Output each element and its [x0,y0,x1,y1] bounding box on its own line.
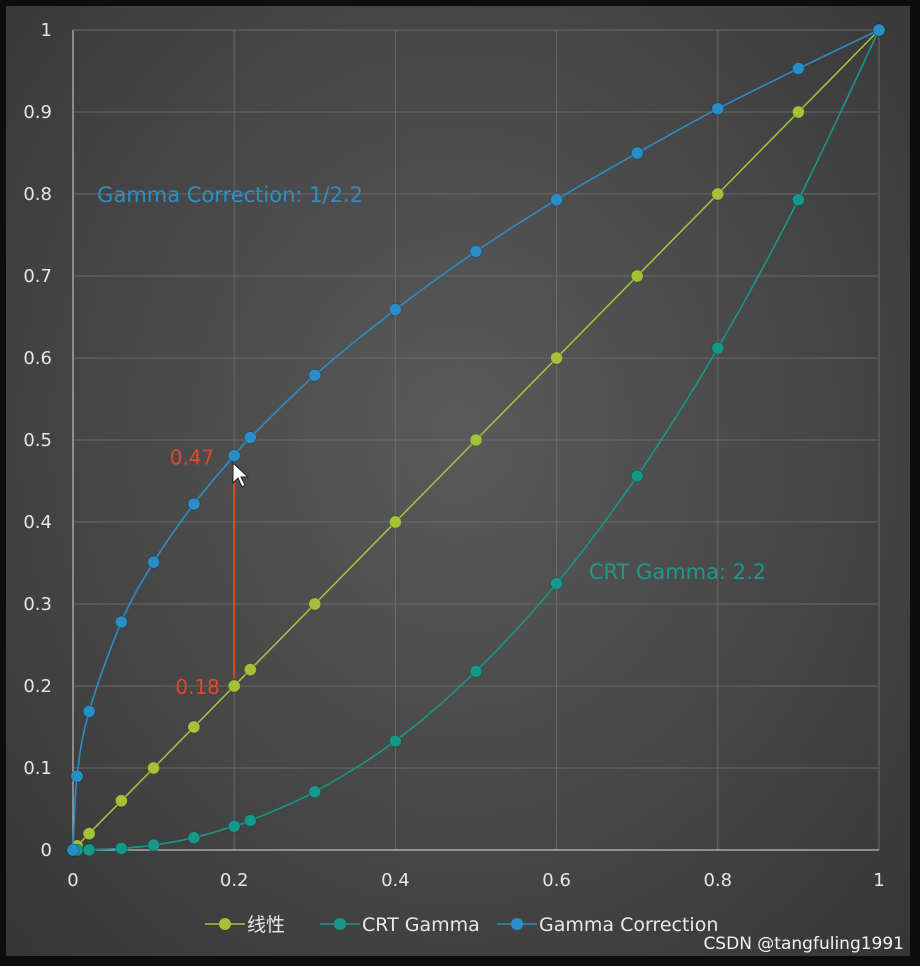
mouse-cursor-icon [232,461,250,488]
chart-panel [6,6,910,956]
data-point [308,597,322,611]
data-point [82,827,96,840]
data-point [147,838,161,852]
data-point [114,615,128,629]
grid-lines [72,29,880,851]
tick-labels: 0 0.1 0.2 0.3 0.4 0.5 0.6 0.7 0.8 0.9 1 0 0.2 0.4 0.6 0… [23,20,884,891]
axes [72,30,879,851]
data-point [630,469,644,483]
legend-label: CRT Gamma [362,914,480,936]
data-point [227,449,241,462]
data-point [227,819,241,833]
legend-label: 线性 [247,914,285,936]
data-point [469,244,483,258]
y-tick-label: 0.1 [23,758,52,779]
x-tick-label: 0.4 [381,870,410,891]
x-tick-label: 0.8 [703,870,732,891]
x-tick-label: 0.2 [220,870,249,891]
y-tick-label: 0.9 [23,102,52,123]
data-point [792,193,805,207]
data-point [187,720,201,734]
data-point [469,433,483,447]
data-point [388,515,402,529]
legend-marker [334,918,346,930]
y-tick-label: 0.8 [23,184,52,205]
data-point [114,841,128,855]
annotation-label: 0.18 [175,675,220,699]
data-point [187,497,201,511]
y-tick-label: 0 [41,840,52,861]
legend: 线性 CRT Gamma Gamma Correction [205,914,718,936]
data-point [66,843,80,857]
x-tick-label: 1 [873,870,884,891]
data-point [82,705,96,718]
data-point [550,577,563,590]
y-tick-label: 1 [41,20,52,41]
legend-entry: Gamma Correction [497,914,718,936]
data-point [550,351,563,365]
data-point [82,843,96,857]
annotation-label: 0.47 [170,445,215,469]
x-tick-label: 0 [67,870,78,891]
data-point [711,102,725,116]
data-point [550,193,563,207]
annotations: Gamma Correction: 1/2.2 CRT Gamma: 2.2 0.4… [97,183,766,699]
legend-marker [511,918,523,930]
data-point [187,831,201,845]
data-point [243,814,257,827]
data-point [70,769,84,783]
annotation-label: Gamma Correction: 1/2.2 [97,183,363,207]
y-tick-label: 0.6 [23,348,52,369]
data-point [114,794,128,808]
y-tick-label: 0.2 [23,676,52,697]
data-point [243,431,257,444]
data-point [872,23,886,37]
y-tick-label: 0.5 [23,430,52,451]
legend-label: Gamma Correction [539,914,718,936]
data-point [630,269,644,283]
data-point [308,368,322,382]
data-point [630,146,644,160]
legend-entry: CRT Gamma [320,914,480,936]
series-2 [66,23,886,857]
legend-marker [219,918,231,930]
legend-entry: 线性 [205,914,285,936]
x-tick-label: 0.6 [542,870,571,891]
series-layer [66,23,886,857]
data-point [792,62,805,75]
watermark: CSDN @tangfuling1991 [703,934,904,954]
data-point [388,303,402,317]
data-point [469,664,483,678]
data-point [227,679,241,693]
annotation-label: CRT Gamma: 2.2 [589,560,766,584]
y-tick-label: 0.7 [23,266,52,287]
data-point [147,761,161,775]
data-point [388,734,402,748]
data-point [243,663,257,676]
y-tick-label: 0.3 [23,594,52,615]
data-point [711,187,725,201]
data-point [711,341,725,355]
data-point [792,105,805,119]
data-point [308,785,322,799]
y-tick-label: 0.4 [23,512,52,533]
data-point [147,555,161,569]
